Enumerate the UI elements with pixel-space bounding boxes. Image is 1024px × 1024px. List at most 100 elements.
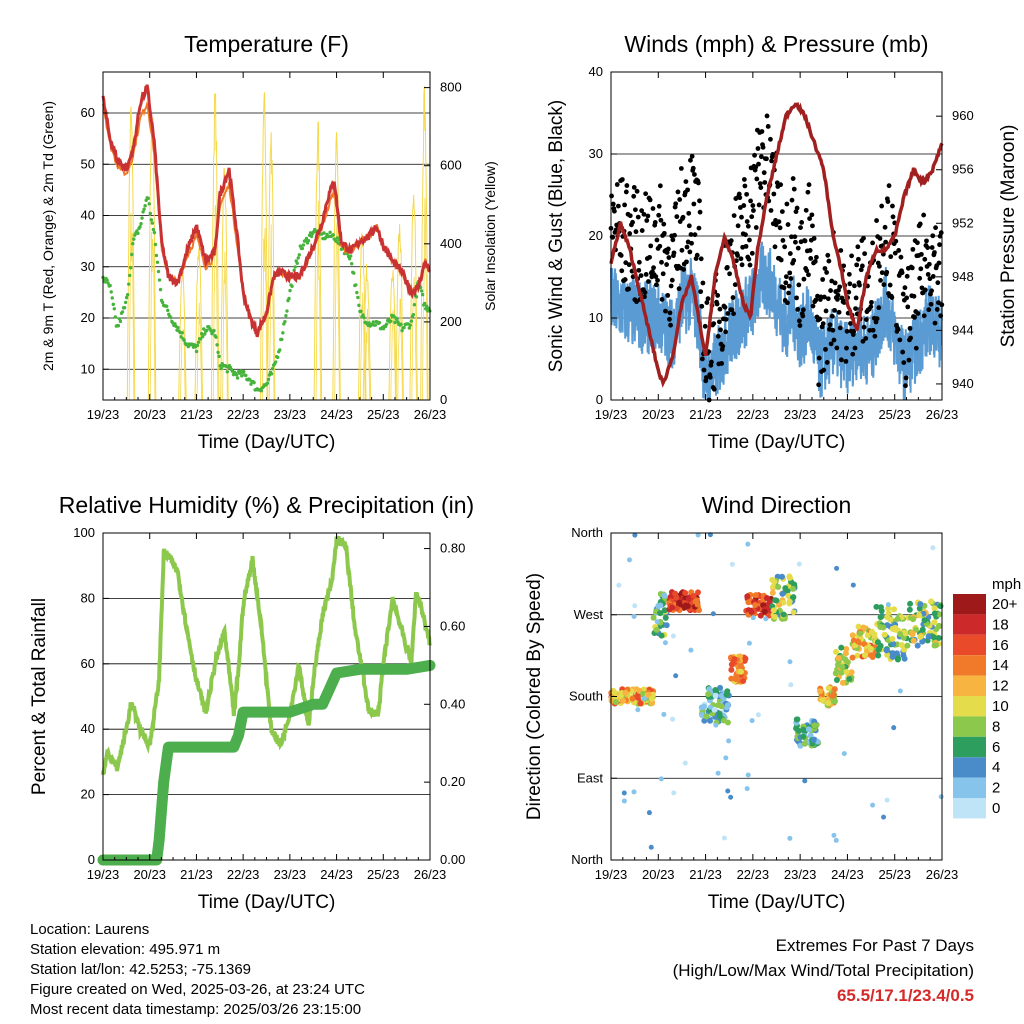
- station-info: Location: Laurens Station elevation: 495…: [30, 920, 365, 1020]
- dewpoint-point: [322, 231, 326, 235]
- direction-point: [646, 810, 652, 816]
- precip-line: [97, 659, 436, 866]
- y-tick-label: 40: [81, 208, 95, 223]
- gust-point: [921, 313, 927, 319]
- gust-point: [770, 152, 776, 157]
- dewpoint-point: [160, 300, 165, 305]
- solar-line: [334, 221, 340, 401]
- gust-point: [636, 267, 642, 273]
- direction-point: [884, 797, 890, 803]
- gust-point: [858, 267, 864, 273]
- direction-point: [800, 733, 807, 740]
- direction-point: [891, 606, 898, 613]
- gust-point: [750, 203, 756, 208]
- direction-point: [904, 642, 911, 649]
- gust-point: [722, 304, 728, 310]
- dewpoint-point: [195, 343, 200, 348]
- dewpoint-point: [419, 289, 424, 293]
- direction-point: [790, 585, 797, 592]
- dewpoint-point: [269, 372, 274, 376]
- gust-point: [667, 316, 672, 322]
- gust-point: [868, 304, 874, 310]
- direction-point: [658, 776, 664, 782]
- gust-point: [715, 293, 721, 298]
- direction-point: [921, 617, 928, 624]
- gust-point: [627, 231, 633, 236]
- gust-point: [749, 250, 755, 256]
- gust-point: [838, 357, 844, 363]
- gust-point: [883, 239, 889, 245]
- x-axis-label: Time (Day/UTC): [708, 432, 846, 453]
- gust-point: [764, 156, 769, 162]
- gust-point: [678, 166, 684, 171]
- gust-point: [731, 311, 736, 317]
- dewpoint-point: [113, 315, 118, 319]
- dewpoint-point: [287, 296, 291, 301]
- gust-point: [925, 245, 931, 250]
- direction-point: [825, 685, 832, 692]
- gust-point: [786, 290, 792, 296]
- gust-point: [704, 300, 710, 305]
- gust-point: [772, 244, 778, 250]
- direction-point: [711, 706, 718, 713]
- solar-line: [422, 197, 428, 401]
- direction-point: [897, 688, 903, 694]
- gust-point: [872, 333, 878, 339]
- dewpoint-point: [350, 262, 354, 266]
- direction-point: [919, 626, 926, 633]
- gust-point: [917, 275, 923, 281]
- gust-point: [671, 250, 677, 256]
- direction-point: [831, 686, 838, 693]
- direction-point: [641, 696, 647, 702]
- dewpoint-point: [352, 271, 356, 275]
- gust-point: [821, 294, 827, 300]
- direction-point: [626, 557, 632, 563]
- direction-point: [746, 640, 752, 646]
- direction-point: [673, 594, 680, 601]
- gust-point: [668, 283, 674, 289]
- gust-point: [636, 259, 642, 265]
- dewpoint-point: [109, 290, 113, 294]
- gust-point: [688, 232, 694, 237]
- gust-point: [820, 277, 826, 282]
- gust-point: [749, 214, 755, 220]
- gust-point: [684, 259, 689, 265]
- gust-point: [796, 318, 802, 324]
- gust-point: [792, 234, 798, 240]
- gust-point: [835, 292, 841, 298]
- dewpoint-point: [356, 295, 360, 300]
- direction-point: [869, 653, 876, 660]
- solar-line: [411, 276, 417, 401]
- gust-point: [679, 247, 685, 253]
- direction-point: [620, 697, 627, 704]
- gust-point: [776, 219, 782, 225]
- direction-point: [831, 698, 838, 705]
- gust-point: [813, 297, 819, 303]
- gust-point: [855, 244, 861, 250]
- dewpoint-point: [424, 307, 428, 311]
- gust-point: [852, 283, 857, 289]
- direction-point: [931, 619, 938, 626]
- dewpoint-point: [129, 266, 133, 270]
- direction-point: [752, 592, 759, 599]
- gust-point: [911, 293, 917, 299]
- gust-point: [861, 324, 867, 330]
- dewpoint-point: [214, 335, 218, 339]
- gust-point: [821, 367, 827, 373]
- direction-point: [662, 614, 669, 621]
- gust-point: [854, 262, 860, 268]
- gust-point: [644, 218, 650, 223]
- y-tick-label: North: [571, 525, 603, 540]
- dewpoint-point: [240, 374, 244, 378]
- direction-point: [844, 659, 851, 666]
- gust-point: [732, 282, 738, 288]
- gust-point: [737, 195, 743, 201]
- gust-point: [633, 229, 639, 235]
- direction-point: [631, 789, 637, 795]
- direction-point: [744, 593, 751, 600]
- direction-point: [843, 668, 850, 675]
- dewpoint-point: [205, 328, 209, 332]
- y-tick-label: 60: [81, 656, 95, 671]
- direction-series: [608, 532, 944, 850]
- gust-point: [768, 208, 774, 213]
